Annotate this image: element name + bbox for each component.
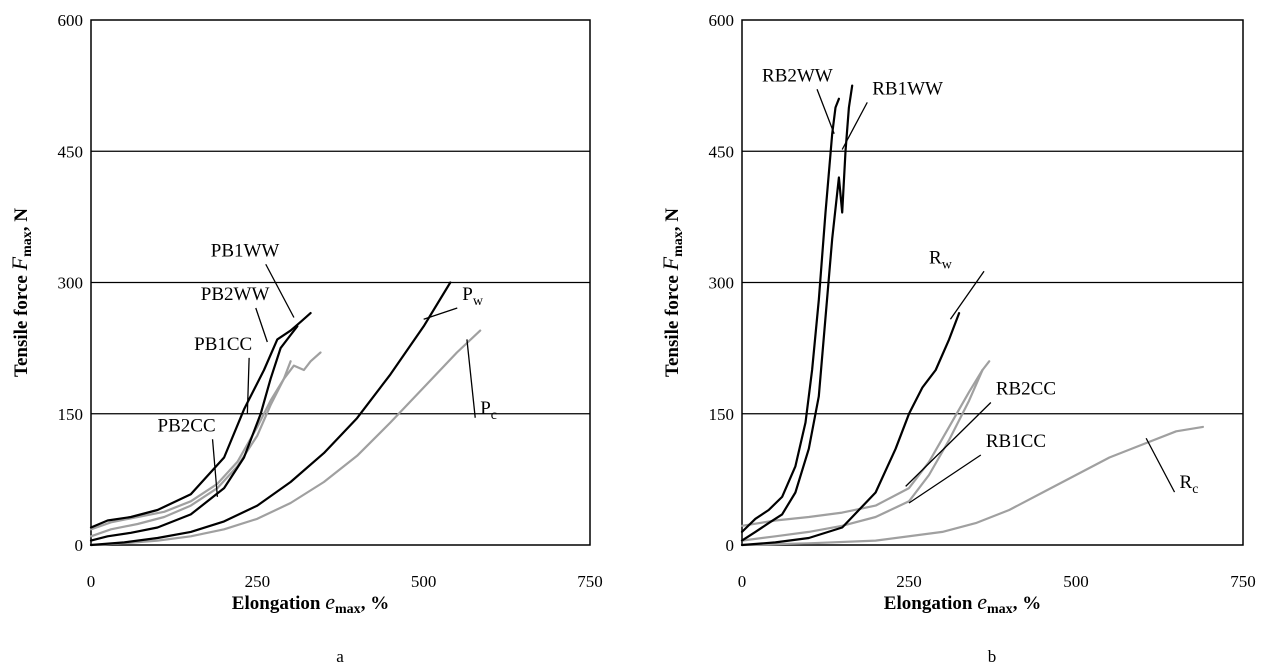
panel-label: b [988,647,997,666]
y-tick-label: 300 [709,274,735,293]
leader-line-rb2cc [905,402,992,487]
series-label-pc: Pc [480,398,497,423]
series-line-rc [740,425,1205,547]
x-tick-label: 500 [1063,572,1089,591]
series-label-rb2cc: RB2CC [996,379,1056,400]
series-line-rb2cc [740,360,991,527]
x-axis-label: Elongation emax, % [232,589,389,617]
x-tick-label: 250 [245,572,271,591]
leader-line-pb1cc [246,357,250,414]
series-line-pb2ww [89,325,299,542]
series-line-pb2cc [89,360,292,538]
leader-line-rw [949,270,985,320]
y-tick-label: 600 [58,11,84,30]
y-tick-label: 600 [709,11,735,30]
x-tick-label: 0 [738,572,747,591]
series-label-rc: Rc [1180,472,1199,497]
chart-panel-a: 0 150 300 450 600 0 250 500 750 Elongation emax, … [7,11,603,666]
leader-line-rb1ww [841,102,868,150]
y-tick-label: 300 [58,274,84,293]
y-tick-label: 0 [75,536,84,555]
series-line-pb1cc [89,351,322,531]
series-label-pb2ww: PB2WW [201,284,270,305]
x-tick-label: 750 [577,572,603,591]
y-tick-label: 450 [709,142,735,161]
leader-line-pc [466,339,476,418]
series-line-pc [89,329,482,547]
x-tick-label: 250 [896,572,922,591]
series-label-pb1cc: PB1CC [194,334,252,355]
x-tick-label: 750 [1230,572,1256,591]
series-label-pb1ww: PB1WW [211,240,280,261]
y-axis-label: Tensile force Fmax, N [7,208,35,377]
series-line-rb2ww [740,97,841,534]
leader-line-pb2ww [255,307,268,343]
x-axis-label: Elongation emax, % [884,589,1041,617]
y-tick-label: 150 [58,405,84,424]
leader-line-pb2cc [211,439,219,497]
series-line-pb1ww [89,312,312,529]
leader-line-pb1ww [265,263,295,318]
series-line-rb1cc [740,368,984,542]
panel-label: a [336,647,344,666]
leader-line-rb2ww [816,89,835,134]
y-tick-label: 450 [58,142,84,161]
series-label-rw: Rw [929,247,953,272]
plot-frame [741,19,1244,546]
leader-line-rb1cc [908,454,982,504]
leader-line-rc [1145,437,1176,493]
x-tick-label: 0 [87,572,96,591]
plot-frame [90,19,591,546]
series-label-pw: Pw [462,284,484,309]
series-line-pw [89,281,452,547]
series-label-rb1ww: RB1WW [872,78,943,99]
series-label-rb1cc: RB1CC [986,431,1046,452]
series-label-pb2cc: PB2CC [158,415,216,436]
y-axis-label: Tensile force Fmax, N [658,208,686,377]
series-line-rw [740,312,961,547]
y-tick-label: 150 [709,405,735,424]
chart-panel-b: 0 150 300 450 600 0 250 500 750 Elongation emax, … [658,11,1256,666]
leader-line-pw [423,307,458,320]
x-tick-label: 500 [411,572,437,591]
y-tick-label: 0 [726,536,735,555]
series-line-rb1ww [740,84,854,542]
series-label-rb2ww: RB2WW [762,65,833,86]
